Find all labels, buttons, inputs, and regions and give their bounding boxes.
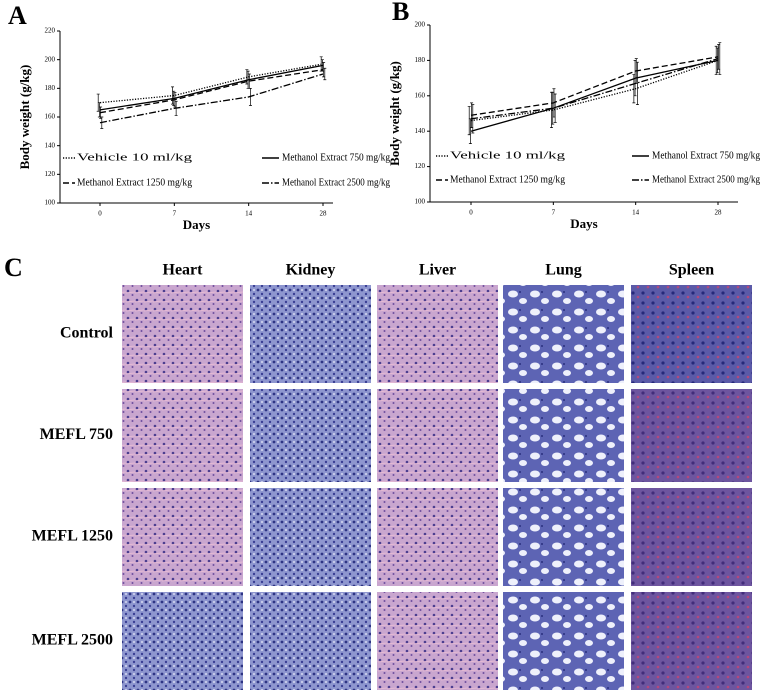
histology-image <box>631 389 752 482</box>
legend-label: Vehicle 10 ml/kg <box>450 150 566 162</box>
series-line <box>99 69 324 114</box>
error-bar <box>471 104 475 134</box>
x-tick-label: 0 <box>469 209 473 217</box>
column-label: Heart <box>163 262 204 279</box>
legend-label: Methanol Extract 750 mg/kg <box>282 152 390 164</box>
error-bar <box>174 100 178 116</box>
y-tick-label: 140 <box>415 127 426 135</box>
histology-image <box>631 592 752 690</box>
column-label: Kidney <box>286 262 336 279</box>
row-label: MEFL 1250 <box>32 528 113 545</box>
x-axis-label: Days <box>570 216 597 231</box>
series-line <box>99 63 324 104</box>
legend-label: Methanol Extract 1250 mg/kg <box>450 174 565 186</box>
histology-image <box>122 592 243 690</box>
histology-image <box>250 592 371 690</box>
series-line <box>99 64 324 111</box>
error-bar <box>553 93 557 123</box>
histology-image <box>377 488 498 586</box>
y-tick-label: 100 <box>415 198 426 206</box>
column-label: Liver <box>419 262 456 279</box>
x-tick-label: 14 <box>245 210 253 218</box>
series-line <box>470 59 719 132</box>
series-line <box>470 59 719 122</box>
histology-image <box>122 285 243 383</box>
x-tick-label: 7 <box>173 210 177 218</box>
histology-image <box>503 285 624 383</box>
histology-image <box>377 592 498 690</box>
y-axis-label: Body weight (g/kg) <box>387 61 402 166</box>
panel-label: C <box>4 253 23 282</box>
y-tick-label: 160 <box>415 91 426 99</box>
y-tick-label: 100 <box>45 199 56 207</box>
histology-overlay <box>631 488 752 586</box>
y-tick-label: 200 <box>415 21 426 29</box>
y-tick-label: 140 <box>45 141 56 149</box>
error-bar <box>323 67 327 81</box>
row-label: MEFL 2500 <box>32 632 113 649</box>
histology-image <box>631 285 752 383</box>
legend-label: Methanol Extract 750 mg/kg <box>652 150 760 162</box>
legend-label: Methanol Extract 1250 mg/kg <box>77 177 192 189</box>
y-tick-label: 200 <box>45 55 56 63</box>
y-tick-label: 120 <box>45 170 56 178</box>
y-axis-label: Body weight (g/kg) <box>17 65 32 170</box>
histology-image <box>377 285 498 383</box>
error-bar <box>248 87 252 106</box>
y-tick-label: 180 <box>415 56 426 64</box>
legend-label: Vehicle 10 ml/kg <box>77 152 193 164</box>
y-tick-label: 160 <box>45 113 56 121</box>
histology-image <box>503 488 624 586</box>
histology-image <box>250 389 371 482</box>
histology-image <box>631 488 752 586</box>
x-tick-label: 7 <box>552 209 556 217</box>
series-line <box>470 58 719 120</box>
panel-label: B <box>392 0 409 26</box>
y-tick-label: 180 <box>45 84 56 92</box>
histology-image <box>250 285 371 383</box>
histology-overlay <box>631 389 752 482</box>
histology-image <box>122 488 243 586</box>
x-tick-label: 28 <box>715 209 723 217</box>
legend-label: Methanol Extract 2500 mg/kg <box>282 177 390 189</box>
error-bar <box>635 61 639 105</box>
histology-image <box>122 389 243 482</box>
column-label: Spleen <box>669 262 714 279</box>
series-line <box>99 73 324 124</box>
histology-overlay <box>631 592 752 690</box>
column-label: Lung <box>545 262 581 279</box>
series-line <box>470 56 719 116</box>
legend-label: Methanol Extract 2500 mg/kg <box>652 174 760 186</box>
x-axis-label: Days <box>183 217 210 232</box>
error-bar <box>718 42 722 75</box>
histology-image <box>503 389 624 482</box>
error-bar <box>100 116 104 129</box>
row-label: MEFL 750 <box>40 426 113 443</box>
y-tick-label: 220 <box>45 27 56 35</box>
panel-label: A <box>8 1 27 30</box>
histology-image <box>377 389 498 482</box>
row-label: Control <box>60 325 114 342</box>
histology-image <box>503 592 624 690</box>
x-tick-label: 0 <box>98 210 102 218</box>
x-tick-label: 14 <box>632 209 640 217</box>
histology-image <box>250 488 371 586</box>
y-tick-label: 120 <box>415 162 426 170</box>
x-tick-label: 28 <box>320 210 328 218</box>
